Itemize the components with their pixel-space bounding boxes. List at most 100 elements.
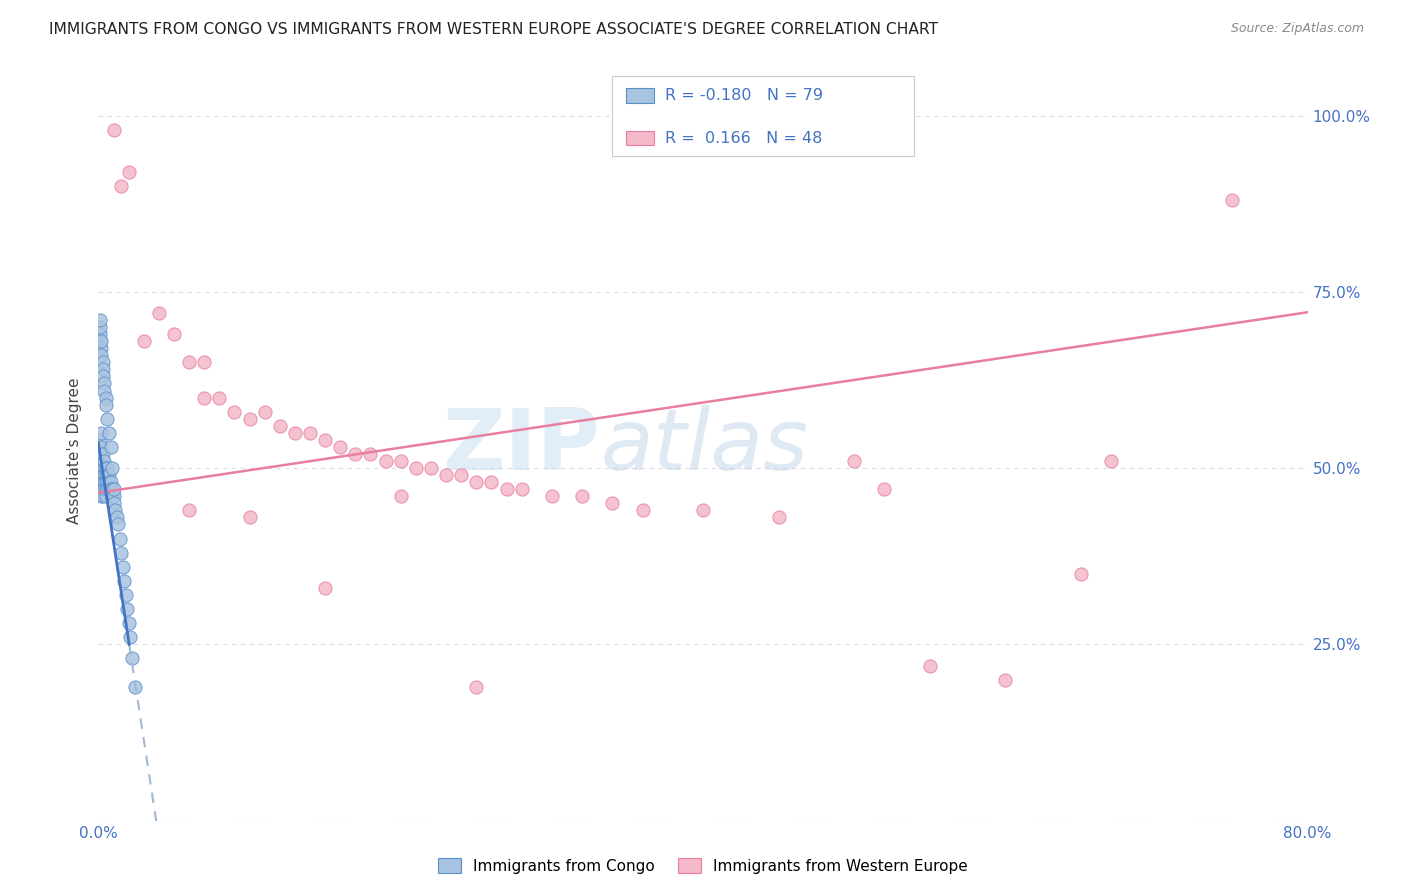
Point bbox=[91, 355, 114, 369]
Point bbox=[93, 454, 115, 468]
Point bbox=[101, 461, 124, 475]
Point bbox=[118, 616, 141, 631]
Point bbox=[1220, 193, 1243, 207]
Point bbox=[91, 489, 114, 503]
Point bbox=[284, 425, 307, 440]
Point bbox=[111, 559, 134, 574]
Point bbox=[89, 334, 111, 348]
Point bbox=[96, 411, 118, 425]
Point bbox=[571, 489, 593, 503]
Point bbox=[91, 482, 114, 496]
Point bbox=[94, 482, 117, 496]
Point bbox=[918, 658, 941, 673]
Text: R =  0.166   N = 48: R = 0.166 N = 48 bbox=[665, 131, 823, 145]
Point bbox=[90, 475, 112, 490]
Point bbox=[90, 440, 112, 454]
Point bbox=[91, 369, 114, 384]
Point bbox=[120, 630, 142, 644]
Point bbox=[90, 348, 112, 362]
Point bbox=[148, 306, 170, 320]
Point bbox=[108, 532, 131, 546]
Point bbox=[96, 461, 118, 475]
Point bbox=[93, 384, 115, 398]
Point bbox=[510, 482, 533, 496]
Point bbox=[389, 454, 412, 468]
Point bbox=[224, 405, 246, 419]
Point bbox=[90, 425, 112, 440]
Point bbox=[93, 468, 115, 483]
Y-axis label: Associate's Degree: Associate's Degree bbox=[67, 377, 83, 524]
Point bbox=[193, 355, 215, 369]
Point bbox=[193, 391, 215, 405]
Point bbox=[100, 482, 122, 496]
Point bbox=[91, 447, 114, 461]
Point bbox=[768, 510, 790, 524]
Point bbox=[90, 482, 112, 496]
Point bbox=[103, 496, 125, 510]
Point bbox=[98, 482, 121, 496]
Point bbox=[344, 447, 367, 461]
Point bbox=[89, 327, 111, 342]
Point bbox=[104, 503, 127, 517]
Point bbox=[389, 489, 412, 503]
Point bbox=[98, 468, 121, 483]
Point bbox=[329, 440, 352, 454]
Point bbox=[98, 475, 121, 490]
Point bbox=[405, 461, 427, 475]
Point bbox=[100, 440, 122, 454]
Point bbox=[374, 454, 396, 468]
Point bbox=[994, 673, 1017, 687]
Point bbox=[93, 482, 115, 496]
Point bbox=[163, 327, 186, 342]
Point bbox=[90, 461, 112, 475]
Point bbox=[115, 602, 138, 616]
Point bbox=[269, 418, 291, 433]
Point bbox=[90, 468, 112, 483]
Point bbox=[179, 355, 201, 369]
Legend: Immigrants from Congo, Immigrants from Western Europe: Immigrants from Congo, Immigrants from W… bbox=[432, 852, 974, 880]
Point bbox=[91, 362, 114, 376]
Point bbox=[124, 680, 146, 694]
Point bbox=[110, 179, 132, 194]
Point bbox=[89, 461, 111, 475]
Point bbox=[94, 398, 117, 412]
Point bbox=[90, 454, 112, 468]
Point bbox=[89, 482, 111, 496]
Point bbox=[89, 313, 111, 327]
Point bbox=[90, 334, 112, 348]
Point bbox=[100, 475, 122, 490]
Point bbox=[110, 546, 132, 560]
Point bbox=[90, 341, 112, 355]
Point bbox=[89, 447, 111, 461]
Point bbox=[98, 425, 121, 440]
Point bbox=[89, 475, 111, 490]
Point bbox=[94, 461, 117, 475]
Point bbox=[89, 454, 111, 468]
Point bbox=[93, 475, 115, 490]
Point bbox=[114, 588, 136, 602]
Point bbox=[107, 517, 129, 532]
Point bbox=[93, 461, 115, 475]
Point bbox=[89, 468, 111, 483]
Point bbox=[121, 651, 143, 665]
Point bbox=[314, 433, 336, 447]
Point bbox=[208, 391, 231, 405]
Point bbox=[94, 468, 117, 483]
Point bbox=[101, 489, 124, 503]
Point bbox=[495, 482, 517, 496]
Point bbox=[91, 461, 114, 475]
Point bbox=[465, 680, 488, 694]
Point bbox=[96, 468, 118, 483]
Point bbox=[465, 475, 488, 490]
Point bbox=[103, 482, 125, 496]
Point bbox=[91, 454, 114, 468]
Point bbox=[118, 165, 141, 179]
Text: R = -0.180   N = 79: R = -0.180 N = 79 bbox=[665, 88, 823, 103]
Point bbox=[602, 496, 624, 510]
Point bbox=[450, 468, 472, 483]
Point bbox=[360, 447, 382, 461]
Point bbox=[314, 581, 336, 595]
Point bbox=[96, 475, 118, 490]
Point bbox=[112, 574, 135, 588]
Point bbox=[94, 391, 117, 405]
